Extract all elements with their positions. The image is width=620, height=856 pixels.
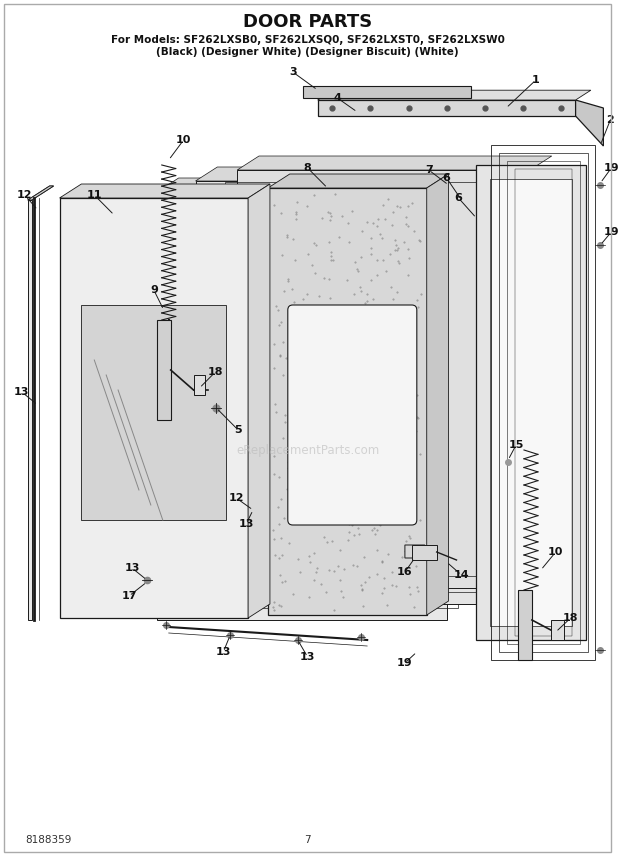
Polygon shape: [317, 100, 575, 116]
Text: For Models: SF262LXSB0, SF262LXSQ0, SF262LXST0, SF262LXSW0: For Models: SF262LXSB0, SF262LXSQ0, SF26…: [111, 35, 505, 45]
Polygon shape: [237, 156, 552, 170]
Text: 15: 15: [508, 440, 524, 450]
Text: DOOR PARTS: DOOR PARTS: [243, 13, 372, 31]
Polygon shape: [60, 184, 270, 198]
Text: 7: 7: [425, 165, 433, 175]
Text: 13: 13: [124, 563, 140, 573]
Text: 4: 4: [334, 93, 342, 103]
Polygon shape: [551, 620, 564, 640]
Text: 19: 19: [603, 163, 619, 173]
Text: 18: 18: [208, 367, 223, 377]
Polygon shape: [193, 375, 205, 395]
Polygon shape: [157, 178, 469, 192]
Text: 3: 3: [289, 67, 296, 77]
Polygon shape: [157, 192, 446, 620]
Text: 18: 18: [563, 613, 578, 623]
Polygon shape: [268, 188, 427, 615]
Text: 6: 6: [454, 193, 463, 203]
Polygon shape: [490, 179, 572, 626]
Text: 13: 13: [14, 387, 30, 397]
Polygon shape: [28, 186, 53, 200]
Polygon shape: [317, 90, 591, 100]
Polygon shape: [412, 545, 436, 560]
Text: 19: 19: [397, 658, 413, 668]
FancyBboxPatch shape: [288, 305, 417, 525]
Text: 14: 14: [454, 570, 469, 580]
Text: 13: 13: [239, 519, 254, 529]
Polygon shape: [28, 186, 53, 200]
Text: 12: 12: [228, 493, 244, 503]
Text: 5: 5: [234, 425, 242, 435]
Text: 19: 19: [603, 227, 619, 237]
Polygon shape: [28, 200, 32, 620]
Polygon shape: [237, 170, 530, 588]
Polygon shape: [195, 167, 508, 181]
Text: 11: 11: [87, 190, 102, 200]
Polygon shape: [195, 181, 486, 604]
Text: 8188359: 8188359: [25, 835, 71, 845]
Text: 17: 17: [122, 591, 137, 601]
Text: eReplacementParts.com: eReplacementParts.com: [236, 443, 379, 456]
Polygon shape: [476, 165, 585, 640]
Text: 1: 1: [532, 75, 540, 85]
Polygon shape: [268, 174, 448, 188]
Text: 10: 10: [176, 135, 192, 145]
Text: 12: 12: [17, 190, 33, 200]
Text: 10: 10: [548, 547, 564, 557]
Text: 13: 13: [300, 652, 316, 662]
Text: 13: 13: [216, 647, 231, 657]
Text: 16: 16: [397, 567, 413, 577]
Polygon shape: [81, 305, 226, 520]
Text: 7: 7: [304, 835, 311, 845]
Polygon shape: [405, 545, 427, 558]
Text: 9: 9: [150, 285, 157, 295]
Polygon shape: [303, 86, 471, 98]
Polygon shape: [60, 198, 248, 618]
Polygon shape: [427, 174, 448, 615]
Polygon shape: [248, 184, 270, 618]
Polygon shape: [157, 320, 171, 420]
Text: (Black) (Designer White) (Designer Biscuit) (White): (Black) (Designer White) (Designer Biscu…: [156, 47, 459, 57]
Text: 6: 6: [443, 173, 451, 183]
Polygon shape: [575, 100, 603, 146]
Polygon shape: [518, 590, 532, 660]
Text: 8: 8: [304, 163, 311, 173]
Text: 2: 2: [606, 115, 614, 125]
